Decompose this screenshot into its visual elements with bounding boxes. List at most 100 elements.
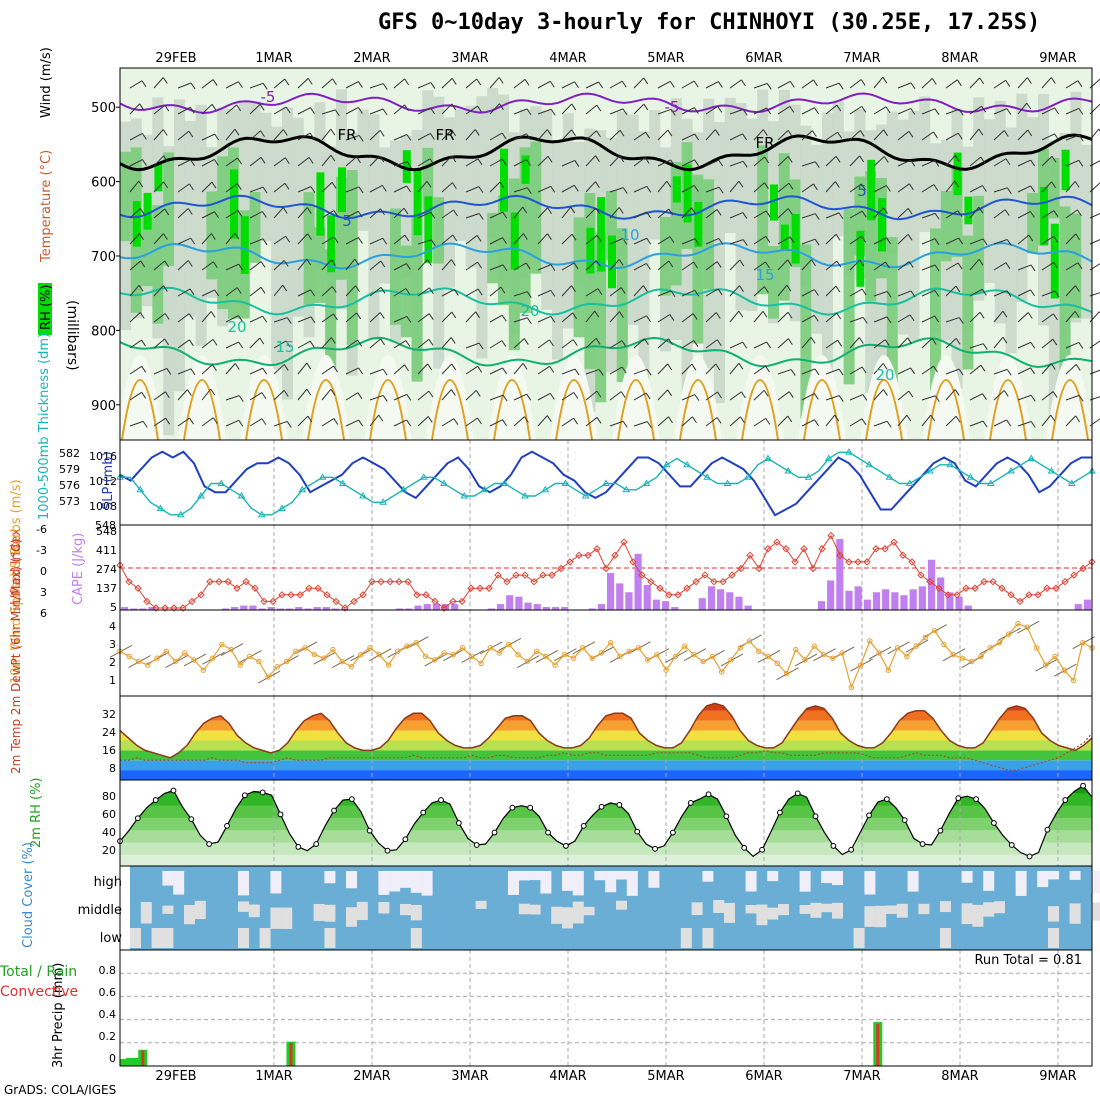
wind-barb-flag <box>358 81 363 88</box>
wind-barb <box>201 79 214 89</box>
rh-cell <box>154 163 163 192</box>
wind-barb-flag <box>260 157 266 164</box>
wind-barb <box>585 288 599 297</box>
wind-barb <box>969 77 981 89</box>
isotherm-arc <box>369 379 407 441</box>
wind-barb-flag <box>619 129 625 137</box>
wind-barb-flag <box>595 260 601 267</box>
wind-barb-flag <box>908 131 914 138</box>
wind-barb <box>465 417 478 427</box>
wind-barb-flag <box>861 288 867 296</box>
wind-barb <box>585 417 598 427</box>
wind-speed-marker <box>506 641 512 648</box>
wind-barb <box>777 182 790 193</box>
wind-barb-flag <box>286 421 292 428</box>
lifted-index-marker <box>890 538 898 546</box>
thickness-marker <box>703 473 712 480</box>
wind-barb-flag <box>643 103 649 111</box>
wind-barb <box>921 289 936 297</box>
wind-barb-flag <box>522 363 528 370</box>
wind-barb <box>1017 367 1031 375</box>
wind-barb <box>993 108 1008 115</box>
wind-barb <box>417 132 431 141</box>
wind-speed-marker <box>885 667 892 673</box>
rh-marker <box>224 822 230 829</box>
cloud-gap-middle <box>810 902 822 918</box>
wind-barb <box>849 155 861 167</box>
wind-barb-flag <box>282 284 288 292</box>
wind-barb <box>609 80 623 89</box>
rh-cell <box>346 170 358 345</box>
wind-barb <box>633 338 645 349</box>
wind-barb-flag <box>1005 262 1011 269</box>
wind-barb-flag <box>571 103 577 111</box>
rh-cell <box>854 176 866 256</box>
wind-barb-flag <box>573 417 579 425</box>
wind-speed-marker <box>191 657 197 663</box>
wind-barb <box>897 390 910 401</box>
thickness-marker <box>905 479 914 486</box>
wind-barb <box>705 312 717 323</box>
isotherm-arc <box>183 379 221 441</box>
wind-barb-flag <box>162 77 168 84</box>
thickness-marker <box>804 473 813 480</box>
wind-barb-flag <box>765 365 770 373</box>
rh-cell <box>800 125 812 288</box>
pressure-tick-label: 600 <box>91 176 116 191</box>
wind-barb <box>369 312 381 323</box>
cloud-gap-middle <box>864 906 876 927</box>
wind-barb <box>321 337 332 349</box>
rh-cell <box>400 245 412 338</box>
wind-barb <box>681 107 695 115</box>
wind-barb-flag <box>139 233 144 240</box>
wind-barb-flag <box>406 316 412 323</box>
wind-barb-flag <box>139 103 145 111</box>
wind-barb <box>417 107 431 115</box>
isotherm-arc <box>245 379 283 441</box>
wind-barb-flag <box>861 183 866 191</box>
thickness-marker <box>581 492 590 499</box>
wind-barb-flag <box>621 80 627 88</box>
wind-barb-flag <box>716 417 722 424</box>
temp-band <box>120 760 1092 771</box>
wind-barb <box>441 363 453 375</box>
cape-bar <box>964 605 972 610</box>
wind-speed-marker <box>385 662 392 668</box>
lifted-index-marker <box>215 577 223 586</box>
wind-barb <box>441 78 453 89</box>
wind-barb <box>1017 264 1032 271</box>
wind-barb <box>177 288 191 297</box>
wind-barb <box>321 313 334 323</box>
wind-barb-flag <box>498 77 504 84</box>
wind-barb-flag <box>978 206 984 214</box>
wind-barb <box>729 362 740 375</box>
wind-barb <box>417 363 429 375</box>
rh-cell <box>811 144 823 334</box>
wind-barb <box>1017 289 1031 297</box>
wind-barb-flag <box>428 338 434 346</box>
wind-barb-flag <box>957 132 963 140</box>
wind-barb <box>657 208 670 219</box>
wind-barb <box>297 316 312 323</box>
wind-barb <box>177 313 190 323</box>
wind-speed-marker <box>931 627 938 634</box>
bottom-date-label: 9MAR <box>1039 1069 1076 1084</box>
lifted-index-marker <box>197 591 205 599</box>
wind-barb-flag <box>571 129 576 137</box>
rh-cell <box>357 109 369 231</box>
lifted-index-marker <box>728 571 736 579</box>
wind-barb-flag <box>813 79 818 87</box>
wind-speed-marker <box>357 652 364 658</box>
wind-barb <box>513 133 527 141</box>
rh-cell <box>694 201 703 247</box>
wind-barb-flag <box>645 263 651 270</box>
wind-barb-flag <box>787 338 793 345</box>
wind-barb <box>993 262 1007 271</box>
wind-speed-marker <box>487 645 493 651</box>
wind-barb <box>297 289 311 297</box>
cloud-gap-low <box>680 928 692 948</box>
wind-barb-flag <box>1078 134 1084 142</box>
rh-cell <box>638 131 650 411</box>
wind-barb-flag <box>570 206 576 214</box>
rh-cell <box>973 195 985 294</box>
